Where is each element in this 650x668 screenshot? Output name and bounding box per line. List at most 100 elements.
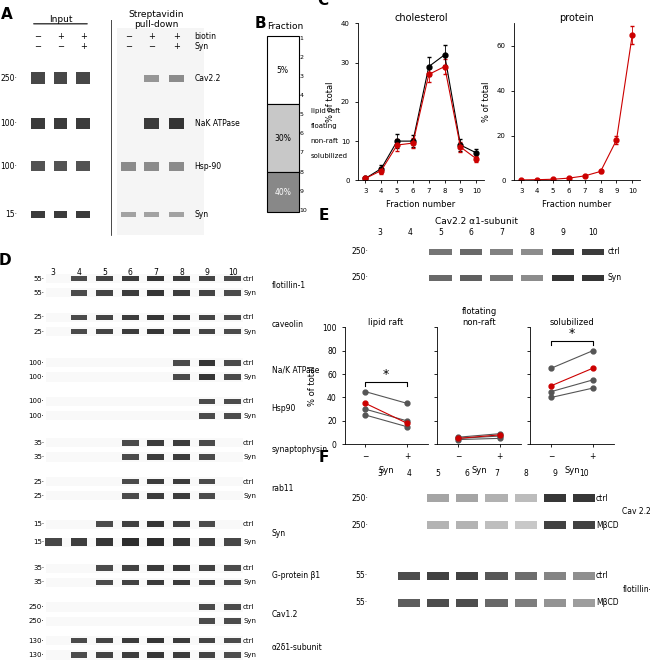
Text: 100·: 100·	[1, 119, 18, 128]
Text: ctrl: ctrl	[608, 247, 621, 256]
Y-axis label: % of total: % of total	[482, 81, 491, 122]
Text: B: B	[255, 16, 266, 31]
Bar	[31, 118, 44, 129]
Text: −: −	[34, 42, 41, 51]
Text: 9: 9	[552, 469, 558, 478]
Text: Cav1.2: Cav1.2	[272, 610, 298, 619]
Bar	[398, 599, 420, 607]
Bar	[173, 360, 190, 365]
Text: 3: 3	[300, 74, 304, 79]
Bar	[46, 288, 243, 297]
Text: 250·: 250·	[351, 520, 368, 530]
Bar	[96, 329, 113, 335]
Bar	[46, 327, 243, 336]
Text: MβCD: MβCD	[596, 598, 619, 607]
Text: 35·: 35·	[33, 565, 44, 571]
Text: floating: floating	[311, 123, 337, 129]
Text: ctrl: ctrl	[243, 478, 255, 484]
Bar	[148, 652, 164, 658]
Bar	[53, 72, 68, 84]
Bar	[486, 521, 508, 529]
Bar	[96, 580, 113, 585]
Bar	[148, 329, 164, 335]
Bar	[46, 452, 243, 462]
Text: Na/K ATPase: Na/K ATPase	[272, 365, 319, 374]
Text: 1: 1	[300, 35, 304, 41]
Text: Syn: Syn	[195, 42, 209, 51]
Text: 6: 6	[469, 228, 474, 237]
Text: 55·: 55·	[33, 276, 44, 282]
Bar	[46, 491, 243, 500]
Text: 25·: 25·	[33, 478, 44, 484]
Text: ctrl: ctrl	[596, 494, 609, 503]
Text: 35·: 35·	[33, 454, 44, 460]
Bar	[122, 162, 136, 171]
Bar	[173, 276, 190, 281]
Title: flotating
non-raft: flotating non-raft	[462, 307, 497, 327]
Text: Cav2.2 α1-subunit: Cav2.2 α1-subunit	[435, 217, 517, 226]
Bar	[122, 479, 138, 484]
Bar	[224, 290, 241, 296]
Text: 6: 6	[300, 132, 304, 136]
X-axis label: Fraction number: Fraction number	[386, 200, 456, 208]
Text: 4: 4	[408, 228, 413, 237]
Bar	[46, 372, 243, 381]
Bar	[71, 290, 87, 296]
Text: ctrl: ctrl	[243, 440, 255, 446]
Text: Syn: Syn	[243, 652, 256, 658]
Bar	[148, 538, 164, 546]
Bar	[144, 162, 159, 171]
Bar	[199, 538, 215, 546]
Bar	[173, 329, 190, 335]
Text: 15·: 15·	[33, 539, 44, 545]
Bar	[46, 411, 243, 420]
Text: ctrl: ctrl	[243, 398, 255, 404]
Text: 10: 10	[588, 228, 598, 237]
Text: Hsp90: Hsp90	[272, 404, 296, 413]
Bar	[148, 479, 164, 484]
Text: 7: 7	[494, 469, 499, 478]
Bar	[521, 248, 543, 255]
Bar	[122, 290, 138, 296]
Bar	[521, 275, 543, 281]
Bar	[71, 329, 87, 335]
Text: pull-down: pull-down	[134, 20, 178, 29]
Text: Cav 2.2: Cav 2.2	[623, 507, 650, 516]
Text: MβCD: MβCD	[596, 520, 619, 530]
Bar	[71, 638, 87, 643]
Bar	[544, 494, 566, 502]
Bar	[544, 599, 566, 607]
Bar	[199, 360, 215, 365]
Text: Syn: Syn	[243, 493, 256, 499]
Bar	[46, 578, 243, 587]
Text: *: *	[383, 368, 389, 381]
Text: 250·: 250·	[1, 73, 18, 83]
Text: Syn: Syn	[243, 579, 256, 585]
Text: 250·: 250·	[351, 494, 368, 503]
Text: A: A	[1, 7, 13, 23]
Bar	[398, 572, 420, 580]
Title: solubilized: solubilized	[550, 317, 594, 327]
Text: 5: 5	[102, 269, 107, 277]
Text: −: −	[34, 32, 41, 41]
Text: +: +	[173, 42, 180, 51]
Text: Input: Input	[49, 15, 72, 24]
Bar	[266, 104, 299, 172]
Text: 6: 6	[465, 469, 470, 478]
Text: 6: 6	[128, 269, 133, 277]
Bar	[46, 636, 243, 645]
Bar	[199, 522, 215, 527]
Text: 25·: 25·	[33, 315, 44, 321]
X-axis label: Syn: Syn	[378, 466, 394, 476]
Bar	[173, 290, 190, 296]
Bar	[148, 276, 164, 281]
Bar	[460, 275, 482, 281]
Text: 9: 9	[205, 269, 209, 277]
Text: 40%: 40%	[274, 188, 291, 197]
Bar	[199, 454, 215, 460]
Bar	[224, 360, 241, 365]
Bar	[199, 399, 215, 404]
Text: α2δ1-subunit: α2δ1-subunit	[272, 643, 322, 652]
Text: Syn: Syn	[243, 619, 256, 624]
Text: Syn: Syn	[272, 529, 286, 538]
